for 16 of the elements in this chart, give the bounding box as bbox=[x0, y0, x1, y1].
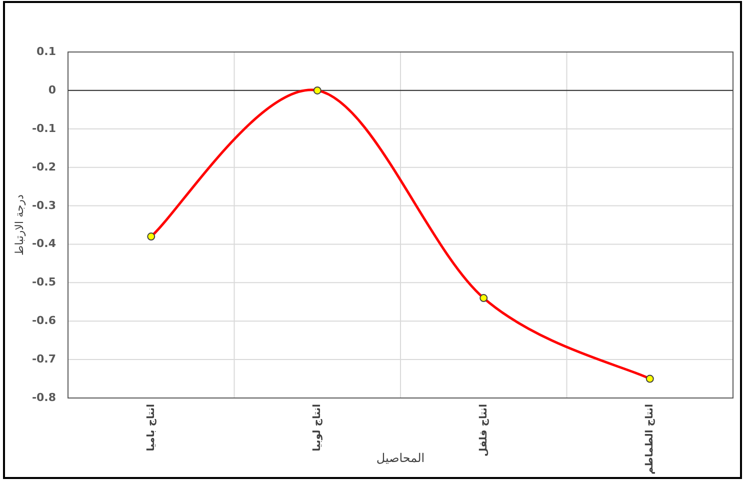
y-axis-title: درجة الارتباط bbox=[13, 194, 26, 256]
x-tick-label: انتاج باميا bbox=[146, 404, 157, 452]
y-tick-label: -0.8 bbox=[32, 391, 56, 404]
x-tick-label: انتاج فلفل bbox=[478, 404, 490, 456]
y-tick-label: -0.6 bbox=[32, 314, 56, 328]
y-tick-label: -0.1 bbox=[32, 122, 56, 135]
x-axis-title: المحاصيل bbox=[376, 451, 425, 465]
y-tick-label: -0.2 bbox=[32, 160, 56, 174]
y-tick-label: 0.1 bbox=[36, 45, 56, 58]
y-tick-label: -0.4 bbox=[32, 237, 56, 250]
x-tick-label: انتاج الطماطم bbox=[644, 404, 656, 474]
x-tick-label: انتاج لوبيا bbox=[312, 404, 324, 452]
y-tick-label: -0.3 bbox=[32, 198, 56, 212]
y-tick-label: -0.5 bbox=[32, 276, 56, 289]
y-tick-label: 0 bbox=[48, 83, 56, 96]
y-tick-label: -0.7 bbox=[32, 352, 56, 366]
